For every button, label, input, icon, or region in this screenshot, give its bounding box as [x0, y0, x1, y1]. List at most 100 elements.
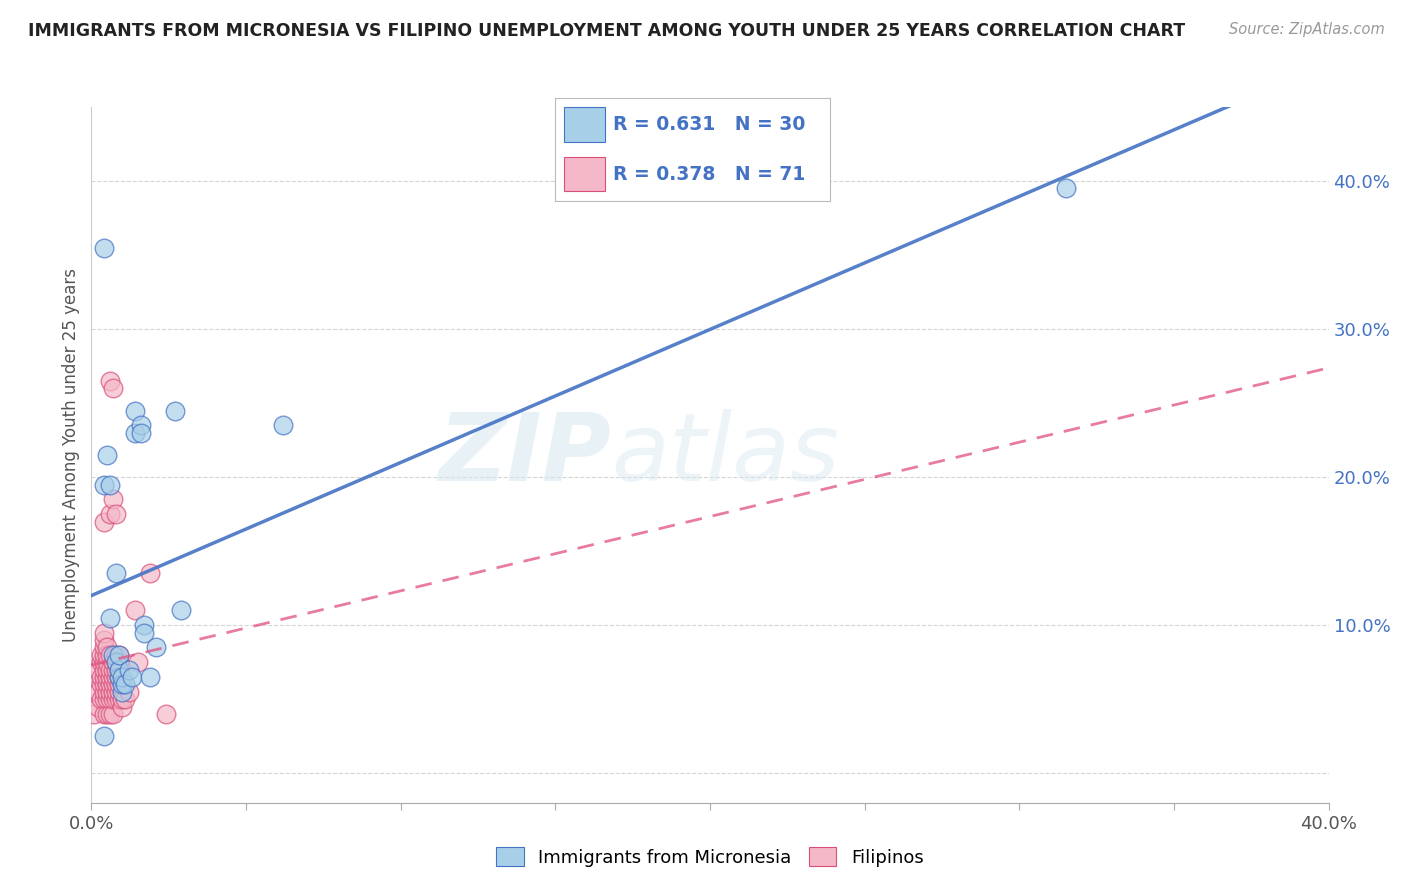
Point [108, 655, 131, 669]
Point [98, 648, 121, 662]
Point [271, 418, 294, 433]
Point [86, 663, 108, 677]
Point [117, 663, 139, 677]
Point [101, 381, 124, 395]
FancyBboxPatch shape [564, 157, 605, 192]
Legend: Immigrants from Micronesia, Filipinos: Immigrants from Micronesia, Filipinos [489, 840, 931, 874]
Point [98, 507, 121, 521]
Point [111, 670, 134, 684]
Text: IMMIGRANTS FROM MICRONESIA VS FILIPINO UNEMPLOYMENT AMONG YOUTH UNDER 25 YEARS C: IMMIGRANTS FROM MICRONESIA VS FILIPINO U… [28, 22, 1185, 40]
Y-axis label: Unemployment Among Youth under 25 years: Unemployment Among Youth under 25 years [62, 268, 80, 642]
Point [101, 648, 124, 662]
Text: atlas: atlas [612, 409, 839, 500]
Text: R = 0.631   N = 30: R = 0.631 N = 30 [613, 115, 806, 135]
Point [98, 677, 121, 691]
Point [96, 677, 118, 691]
Point [93, 477, 115, 491]
Point [105, 655, 128, 669]
Point [105, 685, 128, 699]
Point [96, 640, 118, 655]
Point [96, 692, 118, 706]
Point [90, 692, 112, 706]
Point [117, 685, 139, 699]
Point [108, 663, 131, 677]
Point [93, 663, 115, 677]
Text: ZIP: ZIP [439, 409, 612, 501]
Point [98, 663, 121, 677]
Point [90, 677, 112, 691]
FancyBboxPatch shape [564, 107, 605, 142]
Point [105, 670, 128, 684]
Point [105, 648, 128, 662]
Point [93, 648, 115, 662]
Point [114, 677, 136, 691]
Point [105, 507, 128, 521]
Point [129, 425, 152, 440]
Point [96, 706, 118, 721]
Point [108, 648, 131, 662]
Point [132, 618, 155, 632]
Point [90, 655, 112, 669]
Point [101, 655, 124, 669]
Point [98, 692, 121, 706]
Point [155, 706, 177, 721]
Point [93, 241, 115, 255]
Point [108, 670, 131, 684]
Point [93, 655, 115, 669]
Point [101, 677, 124, 691]
Point [108, 648, 131, 662]
Text: Source: ZipAtlas.com: Source: ZipAtlas.com [1229, 22, 1385, 37]
Point [108, 663, 131, 677]
Point [98, 374, 121, 388]
Point [105, 692, 128, 706]
Point [93, 625, 115, 640]
Point [145, 640, 167, 655]
Point [111, 685, 134, 699]
Point [98, 685, 121, 699]
Point [96, 663, 118, 677]
Point [93, 729, 115, 743]
Point [124, 403, 146, 417]
Point [111, 677, 134, 691]
Text: R = 0.378   N = 71: R = 0.378 N = 71 [613, 164, 806, 184]
Point [96, 670, 118, 684]
Point [98, 611, 121, 625]
Point [93, 670, 115, 684]
Point [93, 692, 115, 706]
Point [111, 692, 134, 706]
Point [170, 603, 193, 617]
Point [98, 670, 121, 684]
Point [101, 706, 124, 721]
Point [108, 685, 131, 699]
Point [129, 418, 152, 433]
Point [101, 663, 124, 677]
Point [127, 655, 149, 669]
Point [101, 492, 124, 507]
Point [96, 648, 118, 662]
Point [90, 670, 112, 684]
Point [96, 655, 118, 669]
Point [90, 648, 112, 662]
Point [96, 448, 118, 462]
Point [101, 685, 124, 699]
Point [96, 685, 118, 699]
Point [93, 632, 115, 647]
Point [101, 670, 124, 684]
Point [101, 692, 124, 706]
Point [98, 706, 121, 721]
Point [132, 625, 155, 640]
Point [1054, 181, 1077, 195]
Point [86, 699, 108, 714]
Point [86, 685, 108, 699]
Point [124, 425, 146, 440]
Point [98, 477, 121, 491]
Point [93, 515, 115, 529]
Point [93, 677, 115, 691]
Point [93, 640, 115, 655]
Point [108, 692, 131, 706]
Point [111, 699, 134, 714]
Point [105, 655, 128, 669]
Point [93, 706, 115, 721]
Point [105, 677, 128, 691]
Point [139, 670, 162, 684]
